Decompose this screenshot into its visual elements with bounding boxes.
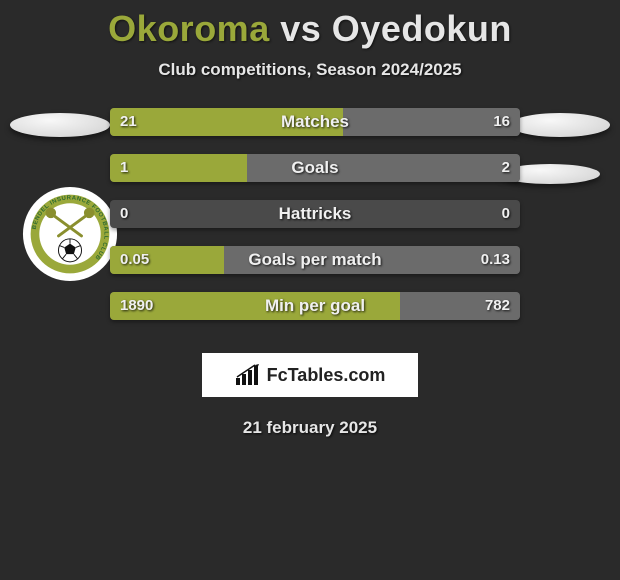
bar-label: Min per goal	[110, 292, 520, 320]
bar-label: Goals per match	[110, 246, 520, 274]
stat-bar: 00Hattricks	[110, 200, 520, 228]
stat-bar: 12Goals	[110, 154, 520, 182]
stat-bar: 1890782Min per goal	[110, 292, 520, 320]
player2-plate-icon	[510, 113, 610, 137]
fctables-logo: FcTables.com	[202, 353, 418, 397]
club-badge-icon: BENDEL INSURANCE FOOTBALL CLUB	[22, 186, 118, 282]
stat-bar: 0.050.13Goals per match	[110, 246, 520, 274]
bar-label: Hattricks	[110, 200, 520, 228]
comparison-title: Okoroma vs Oyedokun	[0, 0, 620, 50]
bar-label: Goals	[110, 154, 520, 182]
player1-name: Okoroma	[108, 8, 270, 49]
date-text: 21 february 2025	[0, 418, 620, 438]
subtitle: Club competitions, Season 2024/2025	[0, 60, 620, 80]
vs-text: vs	[280, 8, 321, 49]
bar-label: Matches	[110, 108, 520, 136]
player2-name: Oyedokun	[332, 8, 512, 49]
player1-plate-icon	[10, 113, 110, 137]
stat-bars: 2116Matches 12Goals 00Hattricks 0.050.13Goa…	[110, 108, 520, 338]
stat-bar: 2116Matches	[110, 108, 520, 136]
fctables-text: FcTables.com	[267, 365, 386, 386]
bars-growth-icon	[235, 364, 261, 386]
